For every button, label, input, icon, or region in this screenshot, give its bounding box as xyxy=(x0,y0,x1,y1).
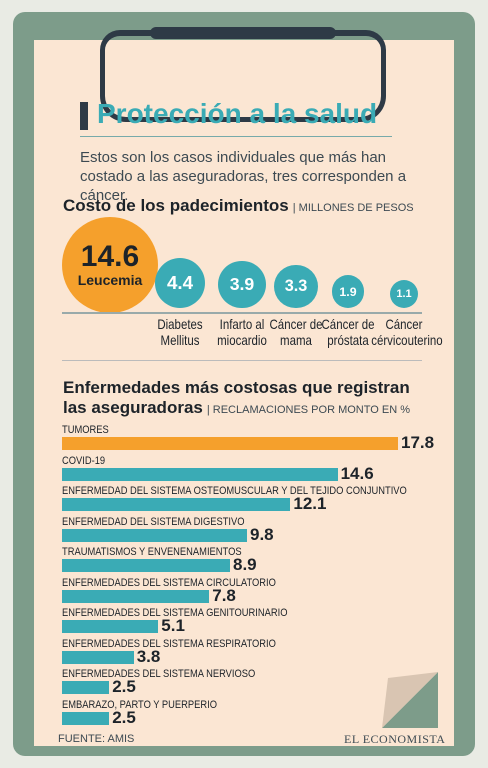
page-subtitle: Estos son los casos individuales que más… xyxy=(80,149,407,204)
bar-value-7: 5.1 xyxy=(161,616,185,635)
bar-category-10: EMBARAZO, PARTO Y PUERPERIO xyxy=(62,698,218,711)
bar-category-4: ENFERMEDAD DEL SISTEMA DIGESTIVO xyxy=(62,515,245,528)
bubble-label-4: Cáncer de mama xyxy=(269,316,323,348)
bar-value-2: 14.6 xyxy=(340,463,374,483)
clipboard-clip-top xyxy=(150,27,336,39)
bar-3 xyxy=(62,498,291,511)
bubble-value-6: 1.1 xyxy=(396,288,412,300)
title-underline xyxy=(80,136,392,137)
title-accent xyxy=(80,102,88,130)
bar-category-8: ENFERMEDADES DEL SISTEMA RESPIRATORIO xyxy=(62,637,276,650)
bar-value-9: 2.5 xyxy=(112,677,136,696)
bubble-chart-heading: Costo de los padecimientos | MILLONES DE … xyxy=(63,196,414,216)
bar-value-4: 9.8 xyxy=(249,524,274,544)
bar-category-5: TRAUMATISMOS Y ENVENENAMIENTOS xyxy=(62,546,242,558)
bar-category-7: ENFERMEDADES DEL SISTEMA GENITOURINARIO xyxy=(62,607,288,619)
bubble-baseline xyxy=(62,312,422,314)
bar-chart-title-line1: Enfermedades más costosas que registran xyxy=(63,378,410,397)
page-fold-corner xyxy=(382,672,438,728)
page-title: Protección a la salud xyxy=(97,98,378,129)
bubble-chart-title: Costo de los padecimientos xyxy=(63,196,289,215)
bar-1 xyxy=(62,437,398,450)
bubble-value-3: 3.9 xyxy=(229,273,255,294)
bubble-5: 1.9 xyxy=(331,275,365,308)
bubble-3: 3.9 xyxy=(218,260,266,308)
bubble-6: 1.1 xyxy=(390,280,418,308)
bar-7 xyxy=(62,620,159,633)
bar-category-6: ENFERMEDADES DEL SISTEMA CIRCULATORIO xyxy=(62,576,276,589)
bubble-value-5: 1.9 xyxy=(339,284,357,299)
bar-9 xyxy=(62,681,110,694)
bar-category-2: COVID-19 xyxy=(62,454,106,467)
bar-value-8: 3.8 xyxy=(136,646,161,666)
bar-value-1: 17.8 xyxy=(401,433,435,452)
bar-4 xyxy=(62,528,247,542)
bar-chart-title-line2: las aseguradoras xyxy=(63,398,203,417)
bar-8 xyxy=(62,650,134,664)
bubble-chart-unit: | MILLONES DE PESOS xyxy=(292,202,414,214)
bubble-value-4: 3.3 xyxy=(284,276,308,295)
bubble-4: 3.3 xyxy=(274,264,318,308)
bar-value-10: 2.5 xyxy=(112,707,136,727)
bubble-2: 4.4 xyxy=(154,257,206,308)
bar-2 xyxy=(62,467,338,481)
bar-chart-heading-line2: las aseguradoras | RECLAMACIONES POR MONT… xyxy=(63,398,410,418)
bar-category-1: TUMORES xyxy=(62,424,109,436)
bubble-label-2: Diabetes Mellitus xyxy=(157,316,203,348)
bubble-1: 14.6 Leucemia xyxy=(62,217,158,313)
brand-logo: EL ECONOMISTA xyxy=(344,732,446,746)
section-divider xyxy=(62,360,422,361)
bubble-value-1: 14.6 xyxy=(80,240,140,273)
bar-category-3: ENFERMEDAD DEL SISTEMA OSTEOMUSCULAR Y D… xyxy=(62,485,407,497)
bar-chart-unit: | RECLAMACIONES POR MONTO EN % xyxy=(206,404,410,416)
bar-10 xyxy=(62,711,110,725)
bar-value-6: 7.8 xyxy=(212,585,236,605)
bubble-label-1: Leucemia xyxy=(77,272,143,288)
bar-value-3: 12.1 xyxy=(293,494,327,513)
bar-value-5: 8.9 xyxy=(233,555,257,574)
bar-5 xyxy=(62,559,230,572)
bubble-label-6: Cáncer cérvicouterino xyxy=(371,316,443,348)
bar-category-9: ENFERMEDADES DEL SISTEMA NERVIOSO xyxy=(62,668,256,680)
bar-6 xyxy=(62,589,210,603)
bubble-label-5: Cáncer de próstata xyxy=(321,316,375,348)
bubble-value-2: 4.4 xyxy=(166,271,194,293)
source-note: FUENTE: AMIS xyxy=(58,733,135,745)
bubble-label-3: Infarto al miocardio xyxy=(217,316,267,348)
